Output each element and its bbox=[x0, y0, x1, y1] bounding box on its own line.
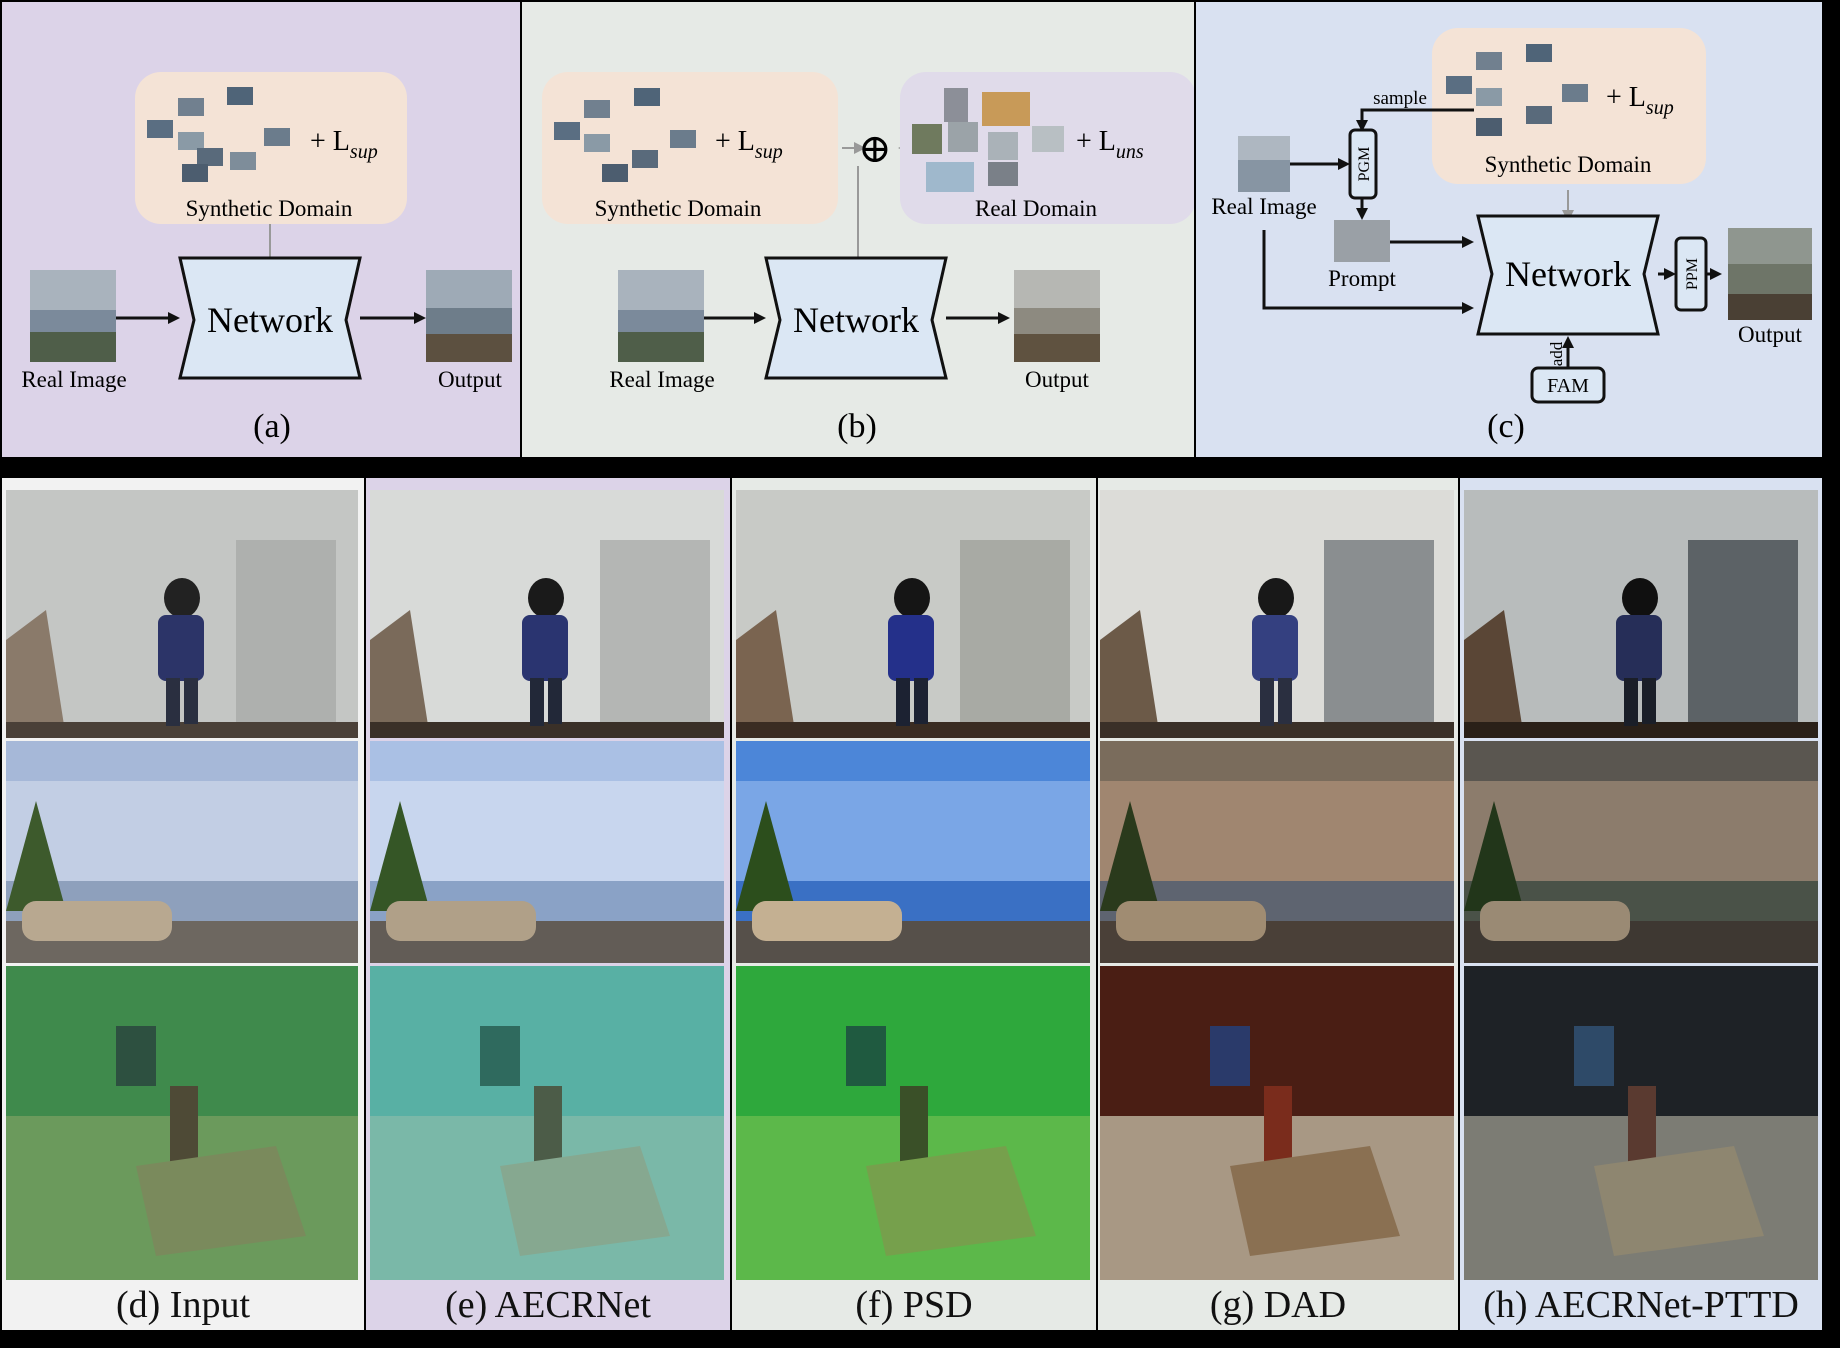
synthetic-domain-label: Synthetic Domain bbox=[1485, 152, 1652, 177]
image-aecrnet-row3 bbox=[370, 966, 724, 1280]
column-aecrnet-pttd: (h) AECRNet-PTTD bbox=[1460, 478, 1822, 1330]
synthetic-domain-label: Synthetic Domain bbox=[186, 196, 353, 221]
caption-f: (f) PSD bbox=[855, 1284, 973, 1326]
ppm-label: PPM bbox=[1684, 258, 1701, 290]
network-block bbox=[178, 256, 362, 380]
loss-sup-label: + Lsup bbox=[1606, 82, 1674, 119]
input-skip-arrow bbox=[1262, 230, 1466, 310]
image-input-row2 bbox=[6, 741, 358, 963]
column-aecrnet: (e) AECRNet bbox=[366, 478, 730, 1330]
pgm-label: PGM bbox=[1356, 147, 1373, 182]
output-label: Output bbox=[1738, 322, 1803, 347]
panel-b: + Lsup Synthetic Domain ⊕ + Luns Real Do… bbox=[522, 2, 1196, 457]
real-image-label: Real Image bbox=[609, 367, 714, 392]
fam-label: FAM bbox=[1547, 375, 1589, 397]
network-label: Network bbox=[207, 300, 333, 340]
sample-arrow bbox=[1360, 108, 1474, 124]
caption-a: (a) bbox=[253, 408, 291, 445]
image-input-row3 bbox=[6, 966, 358, 1280]
sum-symbol: ⊕ bbox=[858, 126, 892, 171]
loss-sup-label: + Lsup bbox=[715, 126, 783, 163]
image-input-row1 bbox=[6, 490, 358, 738]
image-psd-row1 bbox=[736, 490, 1090, 738]
image-aecrnet-row2 bbox=[370, 741, 724, 963]
network-label: Network bbox=[1505, 254, 1631, 294]
panel-a: + Lsup Synthetic Domain Network Real Ima… bbox=[2, 2, 520, 457]
output-label: Output bbox=[438, 367, 503, 392]
image-dad-row3 bbox=[1100, 966, 1454, 1280]
caption-b: (b) bbox=[837, 408, 877, 445]
real-image-label: Real Image bbox=[21, 367, 126, 392]
caption-d: (d) Input bbox=[115, 1284, 251, 1326]
column-psd: (f) PSD bbox=[732, 478, 1096, 1330]
synthetic-image-cluster bbox=[1446, 44, 1588, 136]
network-block bbox=[764, 256, 948, 380]
fam-module bbox=[1530, 366, 1606, 404]
image-dad-row2 bbox=[1100, 741, 1454, 963]
caption-e: (e) AECRNet bbox=[445, 1284, 651, 1326]
image-psd-row3 bbox=[736, 966, 1090, 1280]
image-pttd-row2 bbox=[1464, 741, 1818, 963]
synthetic-domain-label: Synthetic Domain bbox=[595, 196, 762, 221]
prompt-label: Prompt bbox=[1328, 266, 1396, 291]
add-label: add bbox=[1547, 341, 1566, 366]
sample-label: sample bbox=[1373, 88, 1427, 109]
network-block bbox=[1476, 214, 1660, 336]
panel-c: + Lsup Synthetic Domain sample Real Imag… bbox=[1196, 2, 1822, 457]
loss-sup-label: + Lsup bbox=[310, 126, 378, 163]
column-input: (d) Input bbox=[2, 478, 364, 1330]
synthetic-image-cluster bbox=[554, 88, 696, 182]
caption-g: (g) DAD bbox=[1209, 1284, 1347, 1326]
image-aecrnet-row1 bbox=[370, 490, 724, 738]
loss-uns-label: + Luns bbox=[1076, 126, 1144, 163]
image-psd-row2 bbox=[736, 741, 1090, 963]
real-image-label: Real Image bbox=[1211, 194, 1316, 219]
synthetic-image-cluster bbox=[147, 87, 290, 182]
real-image-cluster bbox=[912, 88, 1064, 192]
image-dad-row1 bbox=[1100, 490, 1454, 738]
caption-h: (h) AECRNet-PTTD bbox=[1483, 1284, 1799, 1326]
prompt-thumb bbox=[1334, 220, 1390, 262]
output-label: Output bbox=[1025, 367, 1090, 392]
column-dad: (g) DAD bbox=[1098, 478, 1458, 1330]
network-label: Network bbox=[793, 300, 919, 340]
image-pttd-row1 bbox=[1464, 490, 1818, 738]
image-pttd-row3 bbox=[1464, 966, 1818, 1280]
caption-c: (c) bbox=[1487, 408, 1525, 445]
real-domain-label: Real Domain bbox=[975, 196, 1097, 221]
